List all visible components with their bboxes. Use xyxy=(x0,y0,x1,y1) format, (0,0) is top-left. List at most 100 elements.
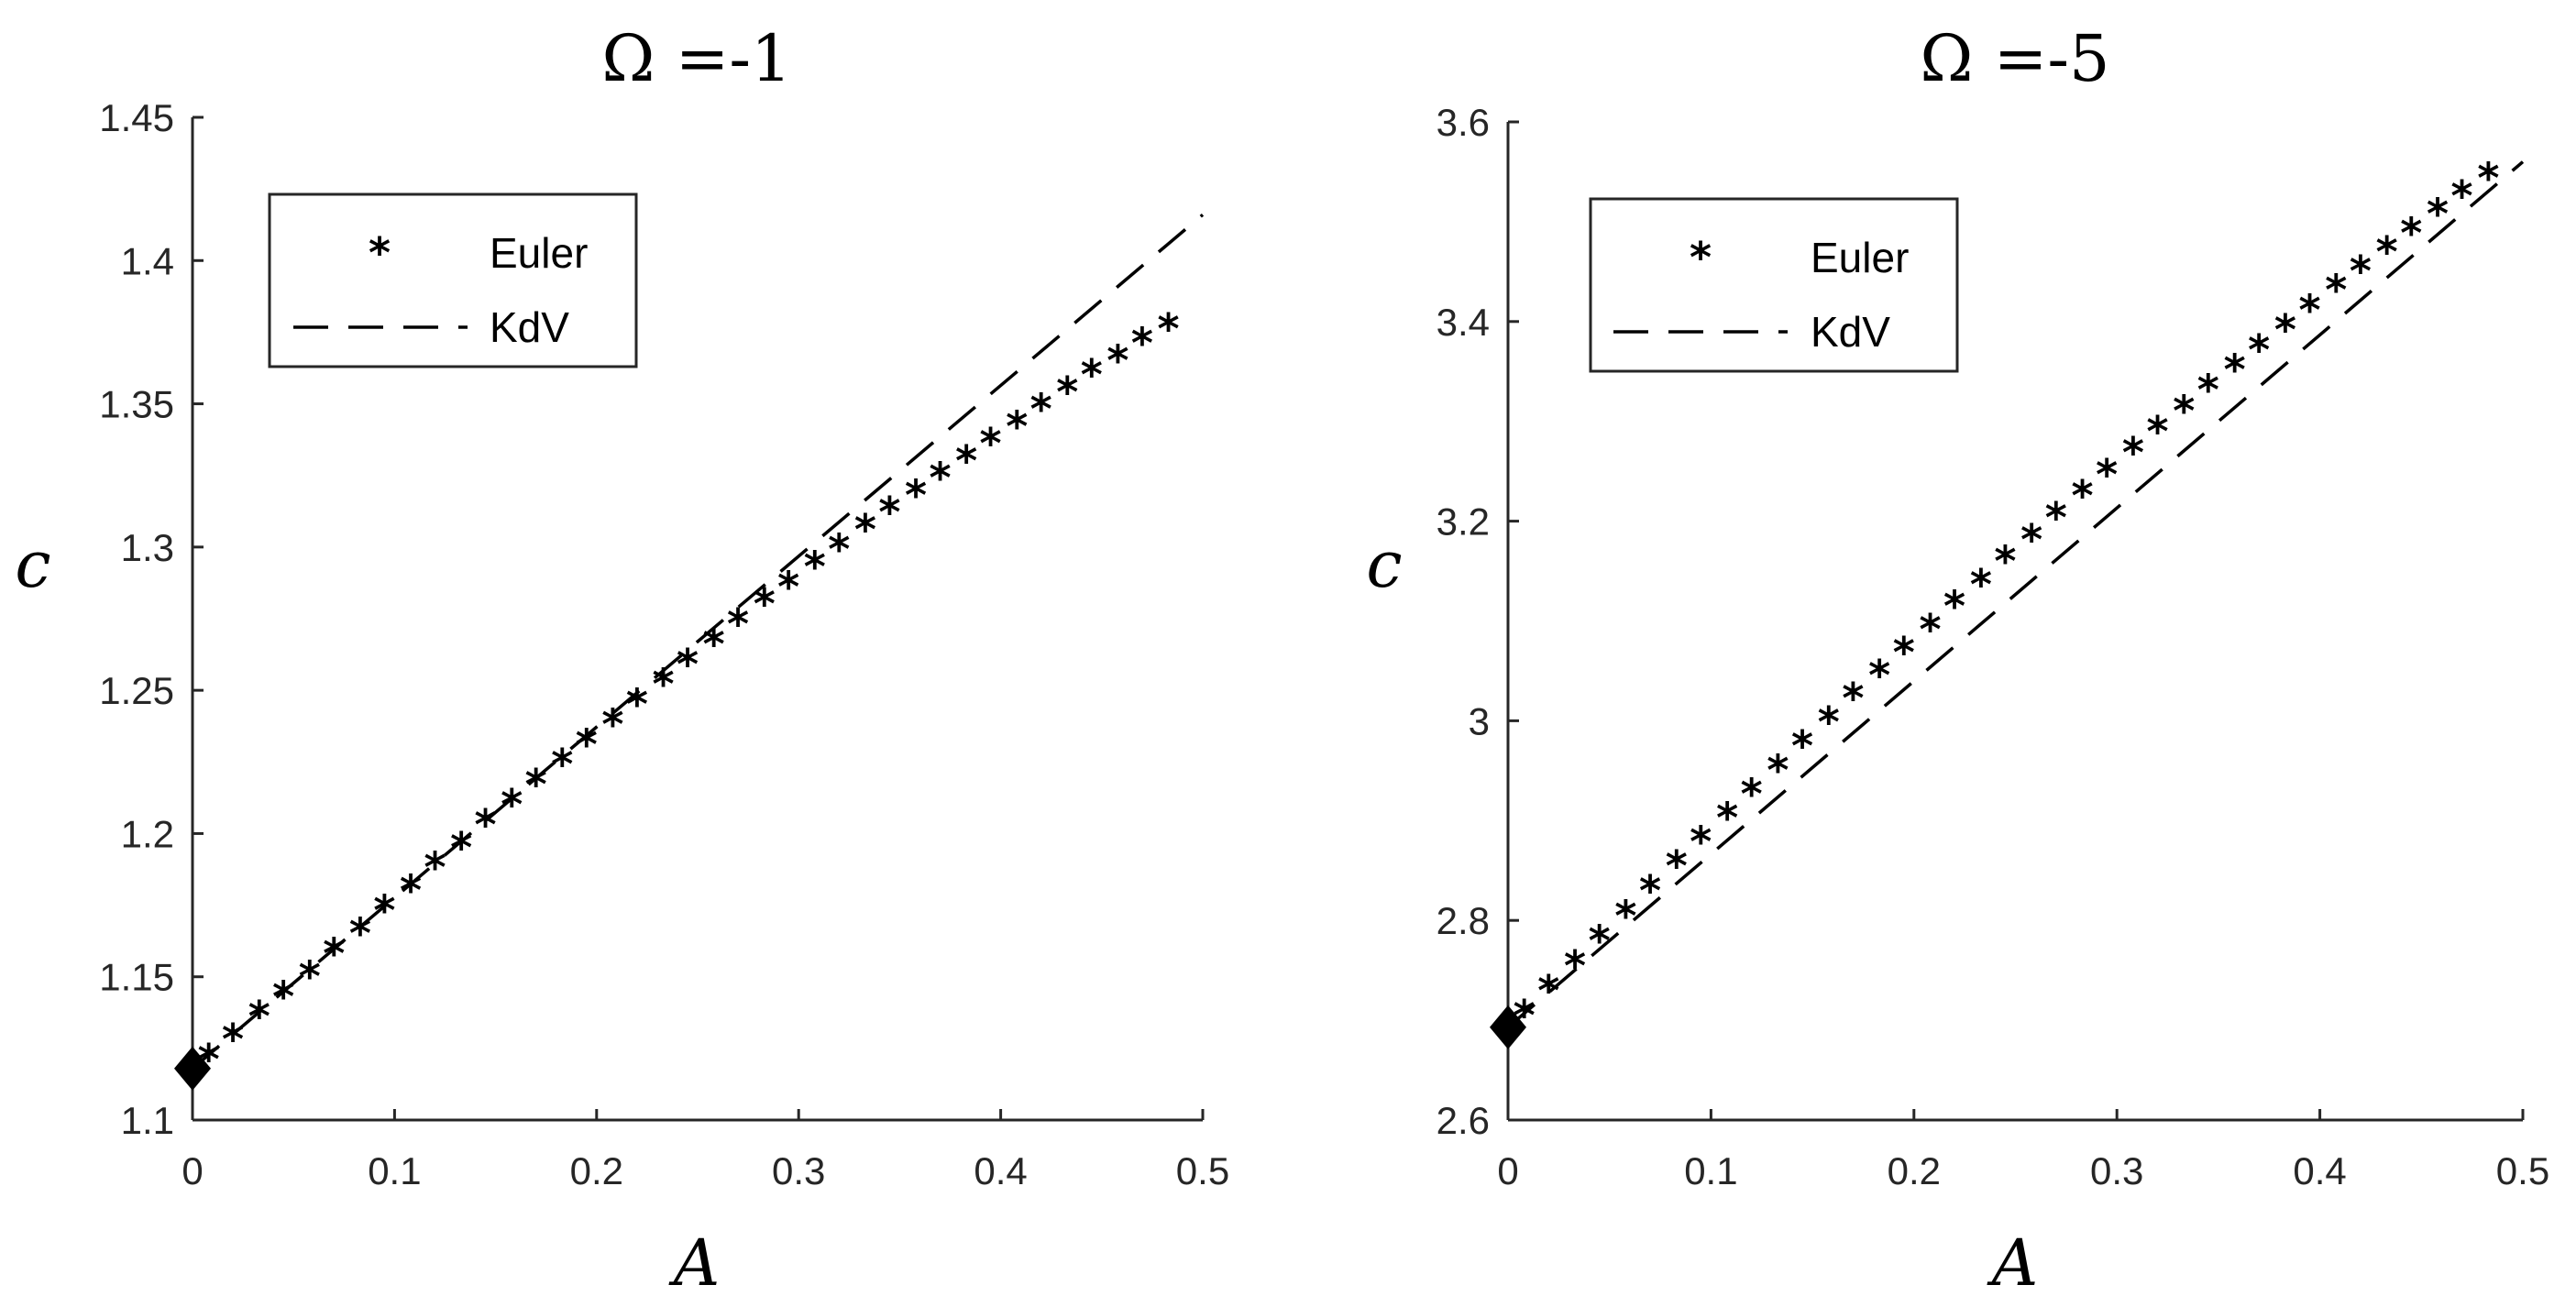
euler-point: * xyxy=(1106,335,1128,385)
euler-point: * xyxy=(525,760,547,809)
x-axis-label: A xyxy=(668,1225,721,1301)
euler-point: * xyxy=(1006,401,1028,451)
plot-area: *************************************** xyxy=(1490,154,2525,1049)
y-ticks: 2.6 2.8 3 3.2 3.4 3.6 xyxy=(1437,101,1519,1142)
legend-kdv-label: KdV xyxy=(1811,308,1890,356)
euler-point: * xyxy=(980,419,1002,468)
start-point-diamond xyxy=(174,1046,211,1091)
euler-point: * xyxy=(2096,450,2118,500)
euler-point: * xyxy=(424,843,446,893)
euler-point: * xyxy=(2020,515,2042,565)
euler-point: * xyxy=(2350,247,2372,296)
x-tick-label: 0.2 xyxy=(570,1149,623,1192)
euler-point: * xyxy=(1666,841,1688,891)
euler-point: * xyxy=(323,928,345,978)
euler-point: * xyxy=(1056,368,1078,417)
x-axis-label: A xyxy=(1987,1225,2039,1301)
chart-title: Ω =-1 xyxy=(601,21,791,96)
euler-point: * xyxy=(727,599,749,649)
euler-point: * xyxy=(2072,471,2094,521)
y-tick-label: 1.1 xyxy=(121,1099,174,1142)
euler-point: * xyxy=(2274,305,2296,355)
legend: * Euler KdV xyxy=(1589,197,1959,373)
legend-kdv-label: KdV xyxy=(490,303,569,351)
euler-point: * xyxy=(1767,745,1789,795)
kdv-line xyxy=(191,213,1205,1071)
euler-point: * xyxy=(1589,917,1611,966)
euler-point: * xyxy=(1690,818,1712,867)
euler-point: * xyxy=(1943,582,1965,632)
y-tick-label: 1.4 xyxy=(121,239,174,282)
y-tick-label: 3.2 xyxy=(1437,500,1490,544)
euler-point: * xyxy=(955,436,977,486)
legend-box xyxy=(1589,197,1959,373)
euler-point: * xyxy=(1791,721,1813,771)
legend-euler-label: Euler xyxy=(1811,234,1909,281)
plot-area: *************************************** xyxy=(174,213,1205,1091)
euler-point: * xyxy=(1893,628,1915,677)
x-tick-label: 0.5 xyxy=(2496,1149,2549,1192)
y-axis-label: c xyxy=(15,527,50,602)
x-tick-label: 0.1 xyxy=(1684,1149,1737,1192)
x-tick-label: 0.4 xyxy=(974,1149,1027,1192)
x-tick-label: 0.3 xyxy=(772,1149,825,1192)
euler-point: * xyxy=(1030,385,1052,434)
euler-point: * xyxy=(1741,769,1763,818)
euler-point: * xyxy=(754,579,776,629)
euler-point: * xyxy=(1919,605,1941,654)
euler-point: * xyxy=(854,505,876,555)
euler-point: * xyxy=(1537,966,1559,1016)
euler-point: * xyxy=(1842,674,1864,723)
y-tick-label: 1.2 xyxy=(121,812,174,855)
chart-title: Ω =-5 xyxy=(1920,21,2109,96)
y-tick-label: 1.25 xyxy=(99,669,174,712)
euler-point: * xyxy=(2045,493,2067,543)
euler-point: * xyxy=(1970,560,1992,610)
euler-point: * xyxy=(222,1015,244,1064)
euler-point: * xyxy=(2451,171,2473,221)
euler-point: * xyxy=(1614,891,1636,940)
kdv-line xyxy=(1506,160,2525,1029)
y-tick-label: 1.3 xyxy=(121,526,174,569)
x-tick-label: 0.2 xyxy=(1888,1149,1941,1192)
x-ticks: 0 0.1 0.2 0.3 0.4 0.5 xyxy=(1497,1109,2549,1192)
euler-point: * xyxy=(1158,304,1180,354)
euler-point: * xyxy=(2248,325,2270,375)
euler-point: * xyxy=(1994,537,2016,587)
euler-point: * xyxy=(677,640,699,689)
euler-point: * xyxy=(703,620,725,669)
euler-point: * xyxy=(828,525,850,575)
legend: * Euler KdV xyxy=(268,192,638,368)
euler-point: * xyxy=(1868,651,1890,700)
euler-point: * xyxy=(576,719,598,769)
x-tick-label: 0 xyxy=(1497,1149,1518,1192)
euler-point: * xyxy=(2197,365,2219,414)
euler-point: * xyxy=(653,660,675,709)
euler-point: * xyxy=(1081,350,1103,400)
euler-point: * xyxy=(1639,866,1661,916)
euler-point: * xyxy=(2173,386,2195,435)
euler-point: * xyxy=(501,780,523,829)
y-tick-label: 2.6 xyxy=(1437,1099,1490,1142)
euler-point: * xyxy=(804,542,826,591)
euler-point: * xyxy=(248,992,270,1041)
euler-point: * xyxy=(878,488,900,537)
y-axis-label: c xyxy=(1366,527,1402,602)
euler-point: * xyxy=(450,823,472,873)
y-tick-label: 3.6 xyxy=(1437,101,1490,144)
euler-point: * xyxy=(2427,190,2449,239)
euler-point: * xyxy=(2146,407,2168,456)
x-tick-label: 0.1 xyxy=(368,1149,421,1192)
euler-point: * xyxy=(1818,697,1840,747)
euler-point: * xyxy=(2376,227,2398,277)
euler-point: * xyxy=(601,699,623,749)
euler-point: * xyxy=(475,800,497,850)
x-ticks: 0 0.1 0.2 0.3 0.4 0.5 xyxy=(182,1109,1229,1192)
legend-euler-marker: * xyxy=(369,228,391,278)
euler-point: * xyxy=(1131,319,1153,368)
euler-point: * xyxy=(299,951,321,1001)
euler-point: * xyxy=(929,454,951,503)
x-tick-label: 0.4 xyxy=(2293,1149,2346,1192)
y-tick-label: 1.15 xyxy=(99,956,174,999)
